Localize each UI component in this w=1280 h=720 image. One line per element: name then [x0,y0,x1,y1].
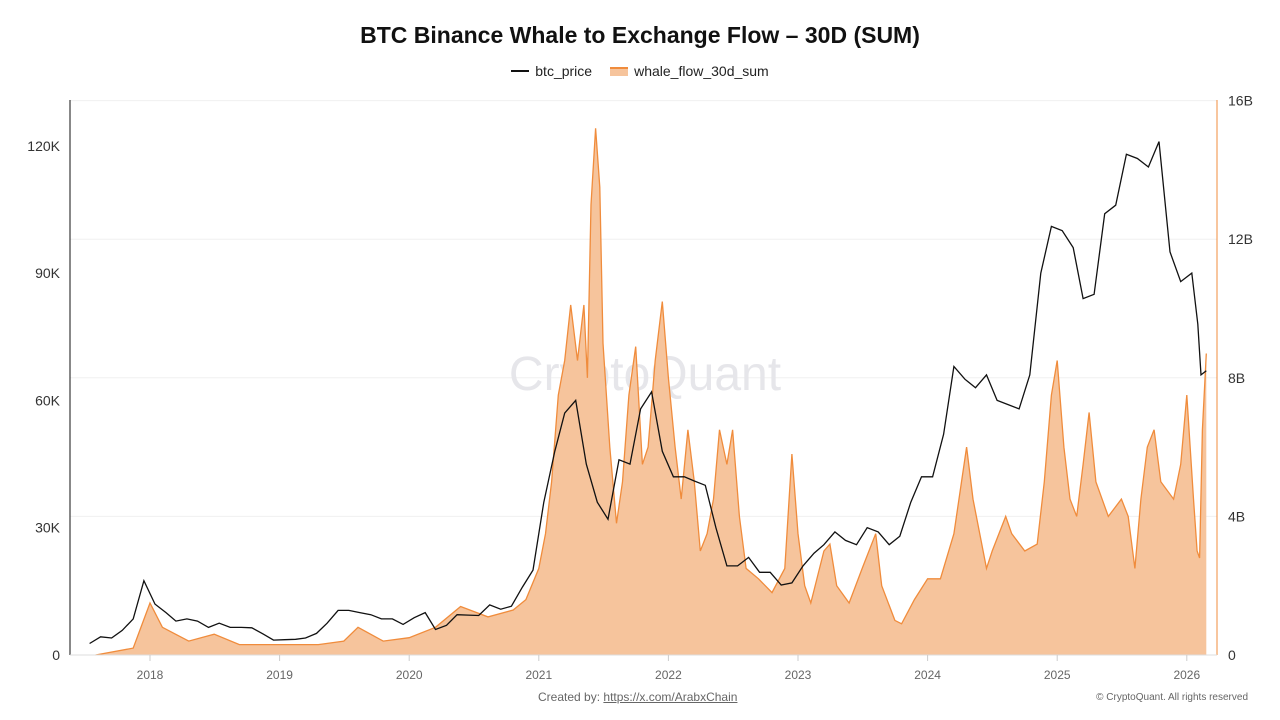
right-tick-label: 12B [1228,231,1253,247]
footer-credit: Created by: https://x.com/ArabxChain [538,690,737,704]
area-swatch-icon [610,66,629,76]
x-tick-label: 2026 [1173,668,1200,682]
x-tick-label: 2024 [914,668,941,682]
x-tick-label: 2022 [655,668,682,682]
legend-item-whale-flow[interactable]: whale_flow_30d_sum [610,63,769,79]
legend-label: btc_price [535,63,593,79]
legend: btc_price whale_flow_30d_sum [0,63,1280,79]
left-tick-label: 30K [35,520,61,536]
x-tick-label: 2021 [525,668,552,682]
left-tick-label: 120K [27,138,60,154]
right-tick-label: 4B [1228,508,1245,524]
left-tick-label: 90K [35,265,61,281]
author-link[interactable]: https://x.com/ArabxChain [603,690,738,704]
right-tick-label: 8B [1228,370,1245,386]
left-tick-label: 60K [35,392,61,408]
x-tick-label: 2020 [396,668,423,682]
x-tick-label: 2023 [785,668,812,682]
right-tick-label: 16B [1228,93,1253,109]
btc-price-line [89,141,1207,645]
legend-item-btc-price[interactable]: btc_price [511,63,592,79]
whale-flow-area [95,128,1207,656]
chart-title: BTC Binance Whale to Exchange Flow – 30D… [360,22,920,48]
legend-label: whale_flow_30d_sum [634,63,769,79]
left-tick-label: 0 [52,647,60,663]
x-tick-label: 2019 [266,668,293,682]
right-tick-label: 0 [1228,647,1236,663]
x-tick-label: 2025 [1044,668,1071,682]
watermark: CryptoQuant [509,348,781,401]
copyright: © CryptoQuant. All rights reserved [1096,692,1248,703]
x-tick-label: 2018 [137,668,164,682]
line-swatch-icon [511,70,530,72]
whale-flow-line [95,128,1207,656]
created-by-label: Created by: [538,690,601,704]
